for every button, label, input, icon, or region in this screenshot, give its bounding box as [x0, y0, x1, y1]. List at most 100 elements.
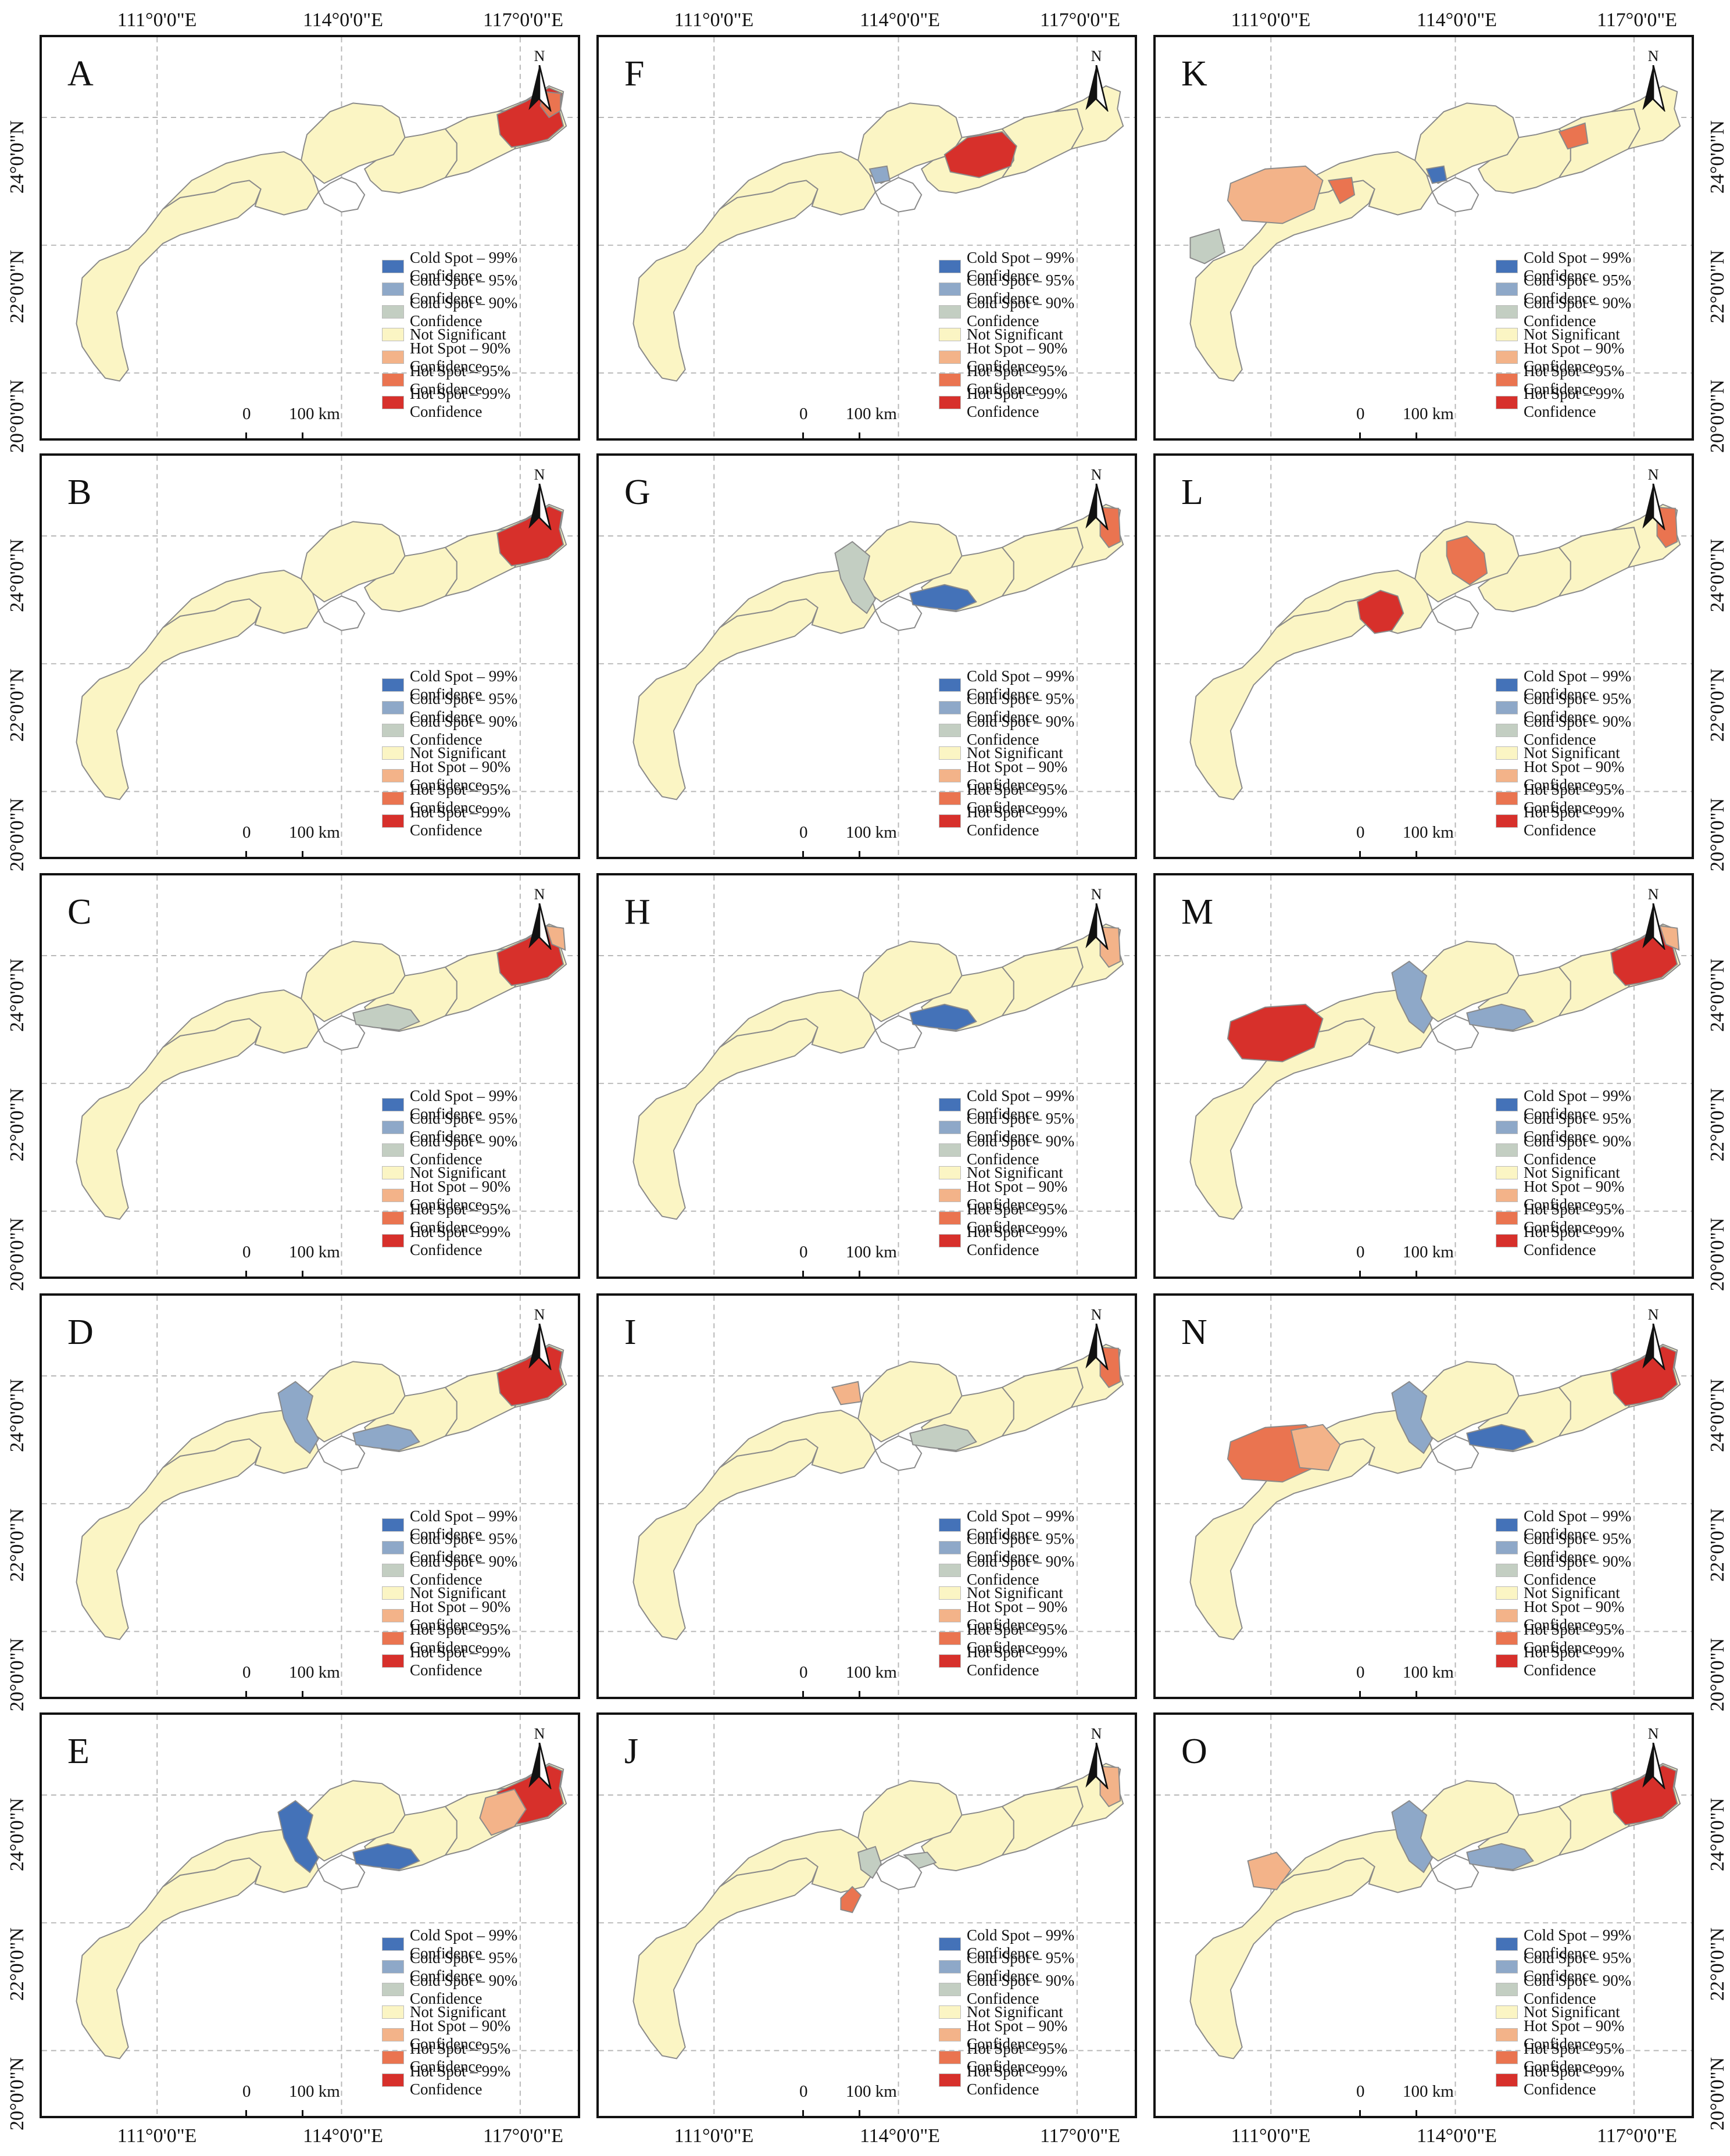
- legend-swatch: [382, 1960, 404, 1973]
- legend-swatch: [382, 792, 404, 805]
- west-coast-region: [162, 151, 319, 216]
- pearl-estuary-gap: [874, 1854, 923, 1890]
- hotspot-region: [1290, 1424, 1341, 1471]
- legend-swatch: [939, 1211, 961, 1225]
- legend-label: Cold Spot – 95% Confidence: [410, 1529, 518, 1565]
- panel-letter: M: [1181, 892, 1214, 932]
- legend-label: Hot Spot – 99% Confidence: [410, 2062, 511, 2098]
- legend-swatch: [382, 1189, 404, 1202]
- legend-label: Cold Spot – 90% Confidence: [410, 1971, 518, 2007]
- legend-item: Hot Spot – 99% Confidence: [382, 803, 578, 839]
- lat-label: 22°0'0"N: [1707, 1927, 1728, 2001]
- legend-item: Cold Spot – 95% Confidence: [382, 690, 578, 725]
- legend-label: Hot Spot – 90% Confidence: [1524, 1177, 1625, 1213]
- legend-swatch: [1496, 328, 1518, 341]
- hotspot-region: [1327, 177, 1356, 205]
- hotspot-overlays: [834, 506, 1121, 614]
- map-panel-H: H N Cold Spot – 99% Confidence Cold Spot …: [596, 873, 1137, 1279]
- hotspot-region: [479, 1788, 527, 1836]
- lat-label: 24°0'0"N: [1707, 120, 1728, 194]
- scale-distance: 100 km: [289, 405, 340, 423]
- legend-item: Cold Spot – 90% Confidence: [939, 1132, 1135, 1168]
- legend-swatch: [939, 1098, 961, 1111]
- scale-line: [245, 2110, 303, 2116]
- legend-swatch: [382, 2005, 404, 2019]
- scale-zero: 0: [242, 823, 251, 842]
- north-label: N: [1647, 466, 1659, 483]
- legend-label: Hot Spot – 99% Confidence: [967, 1222, 1068, 1258]
- scale-bar: 0 100 km: [799, 823, 916, 857]
- legend-label: Hot Spot – 90% Confidence: [410, 339, 511, 375]
- legend-swatch: [1496, 373, 1518, 387]
- lat-label: 24°0'0"N: [6, 538, 28, 613]
- legend-item: Cold Spot – 90% Confidence: [939, 1553, 1135, 1588]
- west-coast-region: [162, 1410, 319, 1474]
- legend-label: Hot Spot – 95% Confidence: [967, 1620, 1068, 1656]
- legend-label: Hot Spot – 95% Confidence: [410, 362, 511, 398]
- legend-swatch: [939, 1121, 961, 1134]
- map-canvas: [599, 37, 1135, 438]
- pearl-estuary-gap: [317, 1015, 366, 1051]
- north-arrow: N: [1636, 466, 1671, 531]
- scale-distance: 100 km: [1403, 1663, 1454, 1682]
- legend-item: Cold Spot – 90% Confidence: [382, 713, 578, 748]
- scale-bar: 0 100 km: [1356, 2082, 1472, 2116]
- legend-swatch: [1496, 1211, 1518, 1225]
- legend-swatch: [382, 814, 404, 828]
- north-arrow-icon: [1642, 483, 1666, 531]
- hotspot-region: [1466, 1003, 1534, 1031]
- north-arrow: N: [1079, 1725, 1114, 1790]
- legend-item: Cold Spot – 95% Confidence: [382, 1949, 578, 1985]
- legend-swatch: [382, 283, 404, 296]
- legend-item: Hot Spot – 90% Confidence: [939, 339, 1135, 375]
- legend: Cold Spot – 99% Confidence Cold Spot – 95…: [1496, 1926, 1692, 2098]
- legend-item: Cold Spot – 99% Confidence: [1496, 1507, 1692, 1543]
- legend: Cold Spot – 99% Confidence Cold Spot – 95…: [939, 1926, 1135, 2098]
- legend-swatch: [1496, 1518, 1518, 1532]
- legend-item: Hot Spot – 95% Confidence: [1496, 1621, 1692, 1656]
- legend-label: Hot Spot – 90% Confidence: [967, 339, 1068, 375]
- scale-distance: 100 km: [1403, 2082, 1454, 2101]
- scale-distance: 100 km: [1403, 1243, 1454, 1261]
- legend-item: Cold Spot – 99% Confidence: [939, 1507, 1135, 1543]
- hotspot-region: [903, 1851, 937, 1869]
- lon-label-top: 117°0'0"E: [1596, 9, 1678, 31]
- map-canvas: [42, 1715, 578, 2116]
- legend-item: Not Significant: [382, 1582, 578, 1604]
- north-label: N: [1647, 1725, 1659, 1742]
- legend-label: Hot Spot – 99% Confidence: [1524, 1222, 1625, 1258]
- legend-swatch: [382, 328, 404, 341]
- north-arrow-icon: [1642, 903, 1666, 951]
- north-arrow-icon: [528, 1323, 552, 1371]
- legend-swatch: [382, 769, 404, 782]
- north-arrow: N: [1079, 466, 1114, 531]
- west-coast-region: [1276, 1829, 1433, 1893]
- legend-item: Cold Spot – 90% Confidence: [382, 1132, 578, 1168]
- scale-bar: 0 100 km: [799, 1243, 916, 1277]
- huizhou-shanwei: [1000, 1786, 1084, 1857]
- legend-item: Hot Spot – 90% Confidence: [1496, 339, 1692, 375]
- legend-label: Cold Spot – 90% Confidence: [410, 712, 518, 748]
- north-arrow: N: [1636, 1725, 1671, 1790]
- scale-zero: 0: [799, 1243, 808, 1261]
- hotspot-overlays: [868, 131, 1017, 184]
- hotspot-region: [1466, 1424, 1534, 1451]
- guangdong-coastal-land: [632, 923, 1124, 1220]
- legend-item: Cold Spot – 99% Confidence: [939, 249, 1135, 284]
- legend-swatch: [939, 2051, 961, 2064]
- zhanjiang-peninsula: [76, 1857, 262, 2060]
- legend-item: Hot Spot – 95% Confidence: [382, 1200, 578, 1236]
- legend-label: Cold Spot – 99% Confidence: [967, 667, 1075, 703]
- legend-label: Hot Spot – 95% Confidence: [967, 2039, 1068, 2075]
- legend-item: Hot Spot – 95% Confidence: [939, 1200, 1135, 1236]
- legend-label: Cold Spot – 95% Confidence: [1524, 1109, 1632, 1145]
- legend-item: Not Significant: [939, 1161, 1135, 1184]
- legend-swatch: [382, 351, 404, 364]
- legend-swatch: [1496, 1937, 1518, 1951]
- legend-swatch: [939, 1937, 961, 1951]
- north-label: N: [1091, 466, 1102, 483]
- pearl-estuary-gap: [317, 1854, 366, 1890]
- legend-item: Not Significant: [1496, 1582, 1692, 1604]
- legend-label: Cold Spot – 90% Confidence: [967, 1552, 1075, 1588]
- legend-swatch: [939, 2005, 961, 2019]
